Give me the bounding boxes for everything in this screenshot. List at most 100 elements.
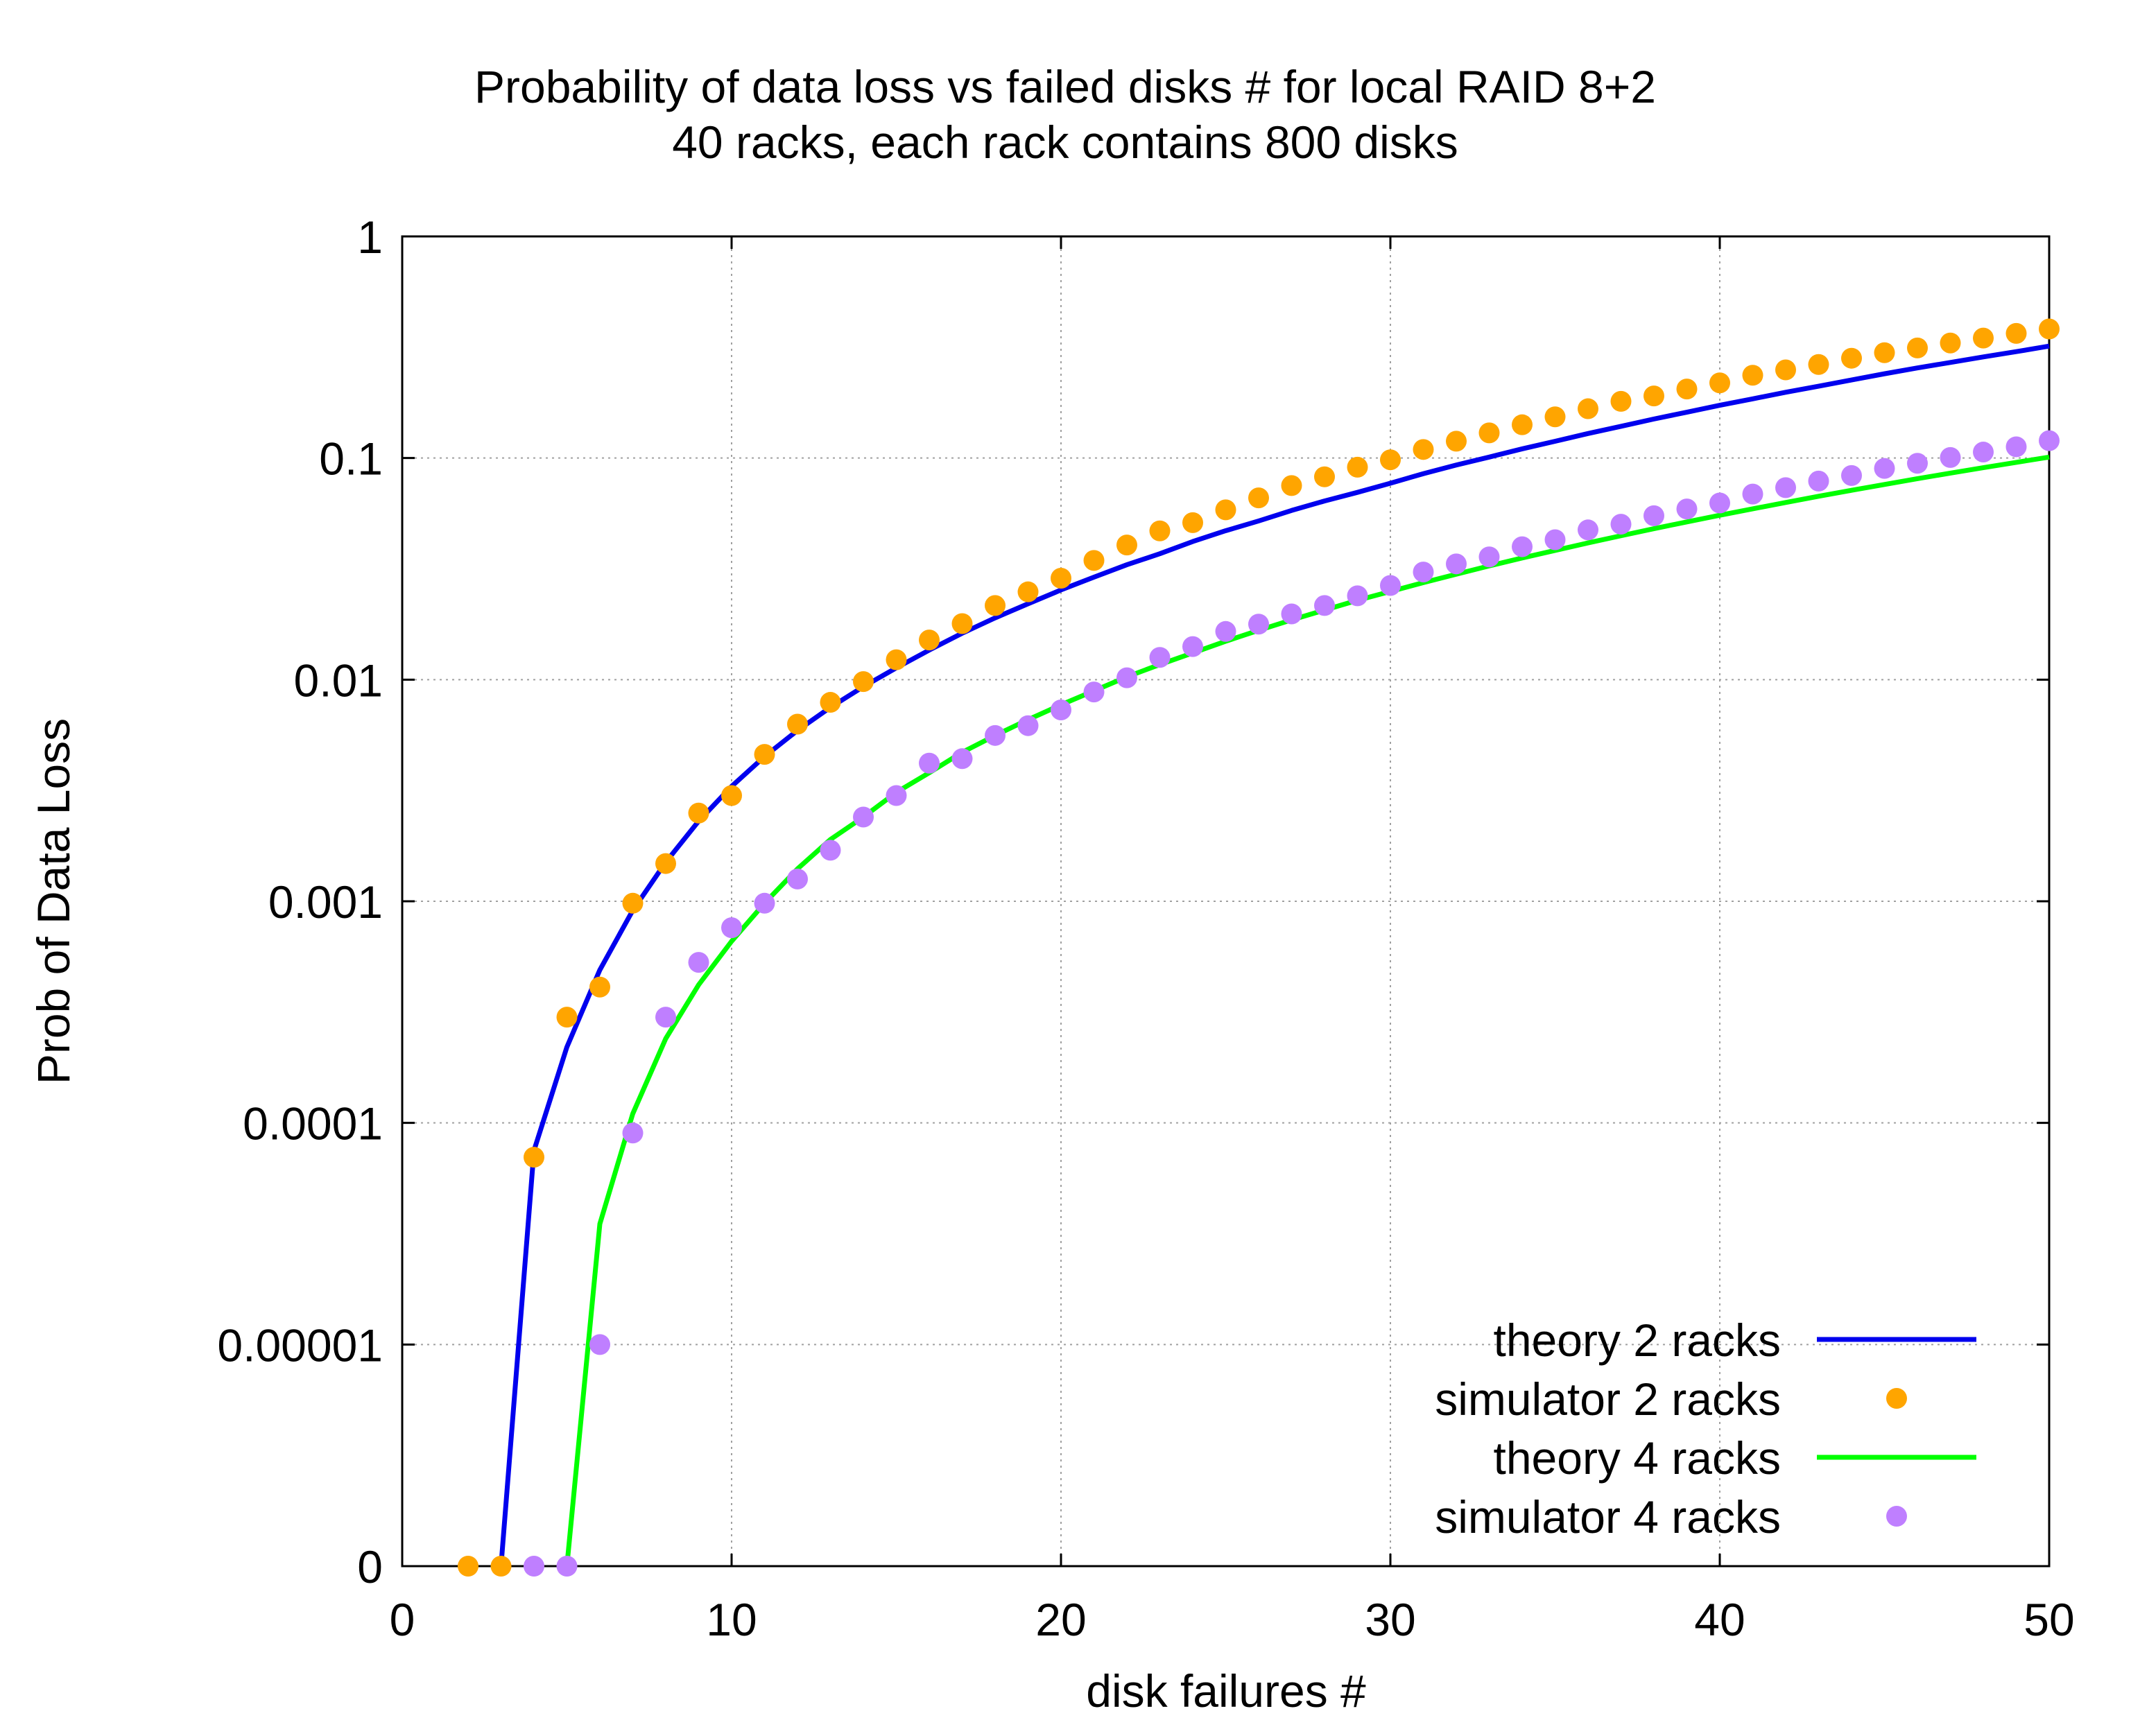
data-point <box>1973 327 1994 349</box>
data-point <box>1051 700 1071 721</box>
data-point <box>1478 422 1500 444</box>
data-point <box>1742 483 1763 505</box>
data-point <box>787 868 808 889</box>
data-point <box>1380 449 1401 471</box>
data-point <box>556 1556 578 1577</box>
data-point <box>853 671 874 693</box>
series-simulator-4-racks <box>524 430 2060 1577</box>
data-point <box>1347 585 1368 607</box>
data-point <box>688 952 709 973</box>
data-point <box>688 802 709 824</box>
y-tick-label: 1 <box>357 211 383 263</box>
data-point <box>1347 456 1368 478</box>
legend: theory 2 racks simulator 2 racks theory 4 … <box>1435 1314 1976 1543</box>
data-point <box>721 917 742 939</box>
data-point <box>754 892 775 914</box>
data-point <box>1182 636 1203 657</box>
series-layer <box>458 318 2060 1577</box>
data-point <box>1940 446 1961 468</box>
data-point <box>1512 536 1533 557</box>
data-point <box>820 840 841 861</box>
y-tick-label: 0 <box>357 1541 383 1592</box>
data-point <box>787 713 808 735</box>
data-point <box>1149 647 1171 668</box>
x-tick-label: 40 <box>1694 1594 1745 1645</box>
data-point <box>1248 614 1269 635</box>
data-point <box>985 595 1006 616</box>
data-point <box>1512 414 1533 435</box>
data-point <box>1182 512 1203 533</box>
data-point <box>1610 390 1632 412</box>
data-point <box>1149 520 1171 541</box>
data-point <box>1017 581 1039 602</box>
data-point <box>1215 499 1236 521</box>
data-point <box>1116 535 1137 556</box>
data-point <box>1017 715 1039 736</box>
data-point <box>524 1147 544 1168</box>
data-point <box>1643 505 1664 526</box>
series-theory-4-racks <box>564 454 2050 1567</box>
y-tick-label: 0.1 <box>319 433 383 485</box>
data-point <box>1413 562 1434 583</box>
data-point <box>1808 354 1829 375</box>
series-line <box>564 454 2050 1567</box>
data-point <box>886 649 907 670</box>
data-point <box>458 1556 478 1577</box>
x-tick-label: 20 <box>1035 1594 1086 1645</box>
data-point <box>886 785 907 806</box>
data-point <box>1709 492 1730 514</box>
data-point <box>1248 487 1269 509</box>
data-point <box>2039 318 2060 340</box>
data-point <box>589 1334 610 1355</box>
data-point <box>853 806 874 828</box>
data-point <box>721 785 742 806</box>
y-tick-labels: 0 0.00001 0.0001 0.001 0.01 0.1 1 <box>217 211 383 1592</box>
data-point <box>1676 498 1698 520</box>
data-point <box>2039 430 2060 451</box>
x-axis-label: disk failures # <box>1086 1665 1366 1717</box>
data-point <box>1314 595 1335 616</box>
data-point <box>1643 385 1664 407</box>
x-tick-label: 30 <box>1365 1594 1415 1645</box>
series-simulator-2-racks <box>458 318 2060 1577</box>
legend-label: theory 2 racks <box>1494 1314 1781 1366</box>
data-point <box>1380 575 1401 596</box>
data-point <box>655 853 676 874</box>
data-point <box>1940 332 1961 354</box>
data-point <box>1116 667 1137 688</box>
data-point <box>1841 347 1862 369</box>
data-point <box>1907 337 1928 358</box>
x-tick-label: 10 <box>706 1594 757 1645</box>
chart-title: Probability of data loss vs failed disks… <box>474 61 1656 112</box>
data-point <box>490 1556 512 1577</box>
data-point <box>1314 466 1335 487</box>
data-point <box>1413 439 1434 460</box>
data-point <box>1841 465 1862 486</box>
legend-point-swatch <box>1886 1506 1907 1527</box>
data-point <box>1709 372 1730 394</box>
data-point <box>1083 682 1105 703</box>
data-point <box>754 744 775 765</box>
data-point <box>1544 406 1566 428</box>
legend-label: simulator 4 racks <box>1435 1491 1781 1543</box>
legend-label: theory 4 racks <box>1494 1432 1781 1484</box>
data-point <box>1676 379 1698 400</box>
data-point <box>951 613 973 634</box>
data-point <box>556 1007 578 1028</box>
data-point <box>622 892 644 914</box>
data-point <box>1610 514 1632 535</box>
y-tick-label: 0.00001 <box>217 1319 383 1371</box>
data-point <box>919 630 940 651</box>
data-point <box>1051 567 1071 589</box>
data-point <box>655 1007 676 1028</box>
chart-subtitle: 40 racks, each rack contains 800 disks <box>672 116 1458 168</box>
y-tick-label: 0.01 <box>294 654 383 706</box>
data-point <box>1874 458 1895 479</box>
data-point <box>1808 470 1829 492</box>
data-point <box>524 1556 544 1577</box>
y-tick-label: 0.001 <box>268 876 383 928</box>
data-point <box>1478 546 1500 568</box>
data-point <box>1578 519 1598 541</box>
